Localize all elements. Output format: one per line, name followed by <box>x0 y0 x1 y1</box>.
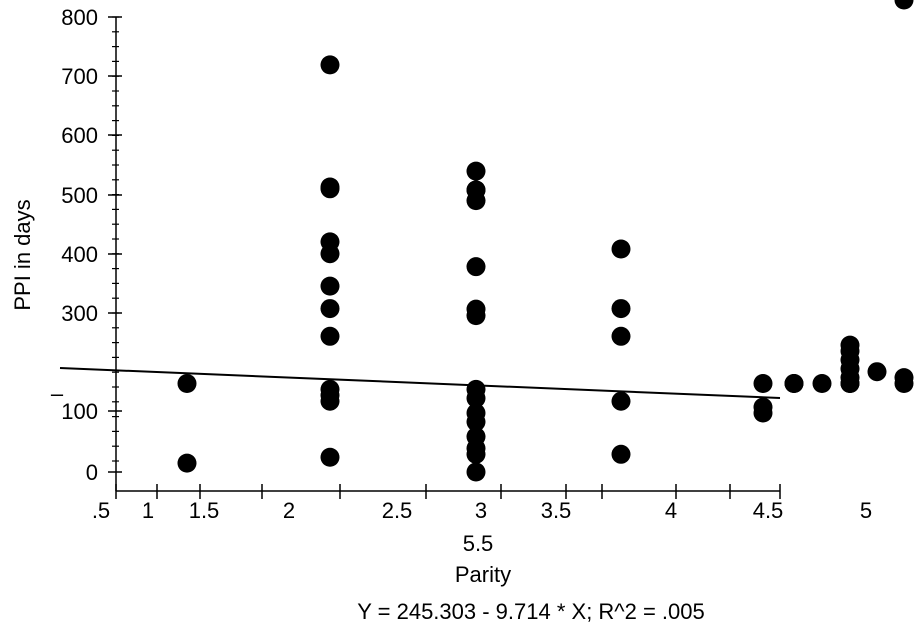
regression-equation: Y = 245.303 - 9.714 * X; R^2 = .005 <box>357 599 705 624</box>
y-tick-label: 500 <box>61 183 98 208</box>
x-axis-ticks: .5 1 1.5 2 2.5 3 3.5 4 4.5 5 <box>92 484 872 523</box>
y-tick-label: 800 <box>61 5 98 30</box>
x-tick-label: .5 <box>92 498 110 523</box>
x-tick-label: 3.5 <box>541 498 572 523</box>
regression-line <box>59 367 781 399</box>
y-tick-label: 300 <box>61 301 98 326</box>
data-point <box>466 180 486 200</box>
data-point <box>812 374 832 393</box>
data-point <box>320 55 340 75</box>
data-point <box>894 374 914 393</box>
y-tick-label: 700 <box>61 64 98 89</box>
data-point <box>320 244 340 264</box>
data-point <box>466 412 486 432</box>
x-tick-label: 2.5 <box>382 498 413 523</box>
data-point <box>840 374 860 393</box>
x-axis-extra-label: 5.5 <box>463 531 494 556</box>
x-tick-label: 1.5 <box>189 498 220 523</box>
data-point <box>320 326 340 346</box>
data-point <box>611 239 631 259</box>
data-point <box>611 299 631 319</box>
data-point <box>611 444 631 464</box>
data-point <box>867 362 887 382</box>
data-point <box>784 374 804 393</box>
y-extra-mark: – <box>51 381 64 406</box>
y-axis-title: PPI in days <box>10 199 35 310</box>
data-point <box>466 257 486 277</box>
data-point <box>320 299 340 319</box>
data-point <box>466 388 486 408</box>
y-tick-label: 600 <box>61 123 98 148</box>
x-tick-label: 2 <box>283 498 295 523</box>
x-tick-label: 3 <box>475 498 487 523</box>
regression-line-group <box>59 367 781 399</box>
data-point <box>611 391 631 411</box>
x-tick-label: 4.5 <box>753 498 784 523</box>
data-point <box>466 306 486 326</box>
data-point <box>466 161 486 181</box>
x-tick-label: 5 <box>860 498 872 523</box>
data-point <box>320 179 340 199</box>
data-point <box>177 374 197 393</box>
data-point <box>320 447 340 467</box>
y-tick-label: 400 <box>61 242 98 267</box>
axes <box>115 17 780 492</box>
x-axis-title: Parity <box>455 562 511 587</box>
y-tick-label: 100 <box>61 399 98 424</box>
data-point <box>753 374 773 393</box>
data-point <box>177 453 197 473</box>
data-point <box>753 403 773 423</box>
x-tick-label: 1 <box>142 498 154 523</box>
data-point <box>466 444 486 464</box>
data-point <box>320 391 340 411</box>
data-points <box>177 0 914 482</box>
x-tick-label: 4 <box>665 498 677 523</box>
y-tick-label: 0 <box>86 460 98 485</box>
data-point <box>611 326 631 346</box>
data-point <box>320 276 340 296</box>
data-point <box>466 462 486 482</box>
y-axis-ticks: 0 100 300 400 500 600 700 800 – <box>51 5 122 485</box>
data-point <box>894 0 914 10</box>
